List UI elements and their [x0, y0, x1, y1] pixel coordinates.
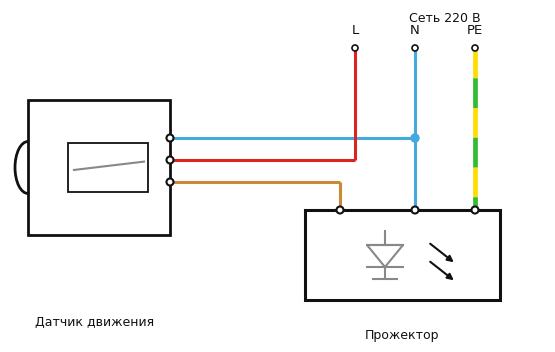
Circle shape: [411, 134, 419, 142]
Text: Датчик движения: Датчик движения: [36, 315, 154, 328]
Bar: [68, 143, 148, 192]
Text: Прожектор: Прожектор: [365, 328, 440, 341]
Bar: [28, 100, 170, 235]
Circle shape: [336, 207, 344, 214]
Circle shape: [411, 207, 418, 214]
Circle shape: [166, 134, 174, 142]
Text: Сеть 220 В: Сеть 220 В: [409, 12, 481, 25]
Circle shape: [166, 157, 174, 163]
Text: L: L: [351, 24, 359, 37]
Circle shape: [166, 178, 174, 186]
Circle shape: [472, 45, 478, 51]
Circle shape: [352, 45, 358, 51]
Circle shape: [472, 207, 478, 214]
Bar: [305, 210, 500, 300]
Text: N: N: [410, 24, 420, 37]
Circle shape: [412, 45, 418, 51]
Text: PE: PE: [467, 24, 483, 37]
